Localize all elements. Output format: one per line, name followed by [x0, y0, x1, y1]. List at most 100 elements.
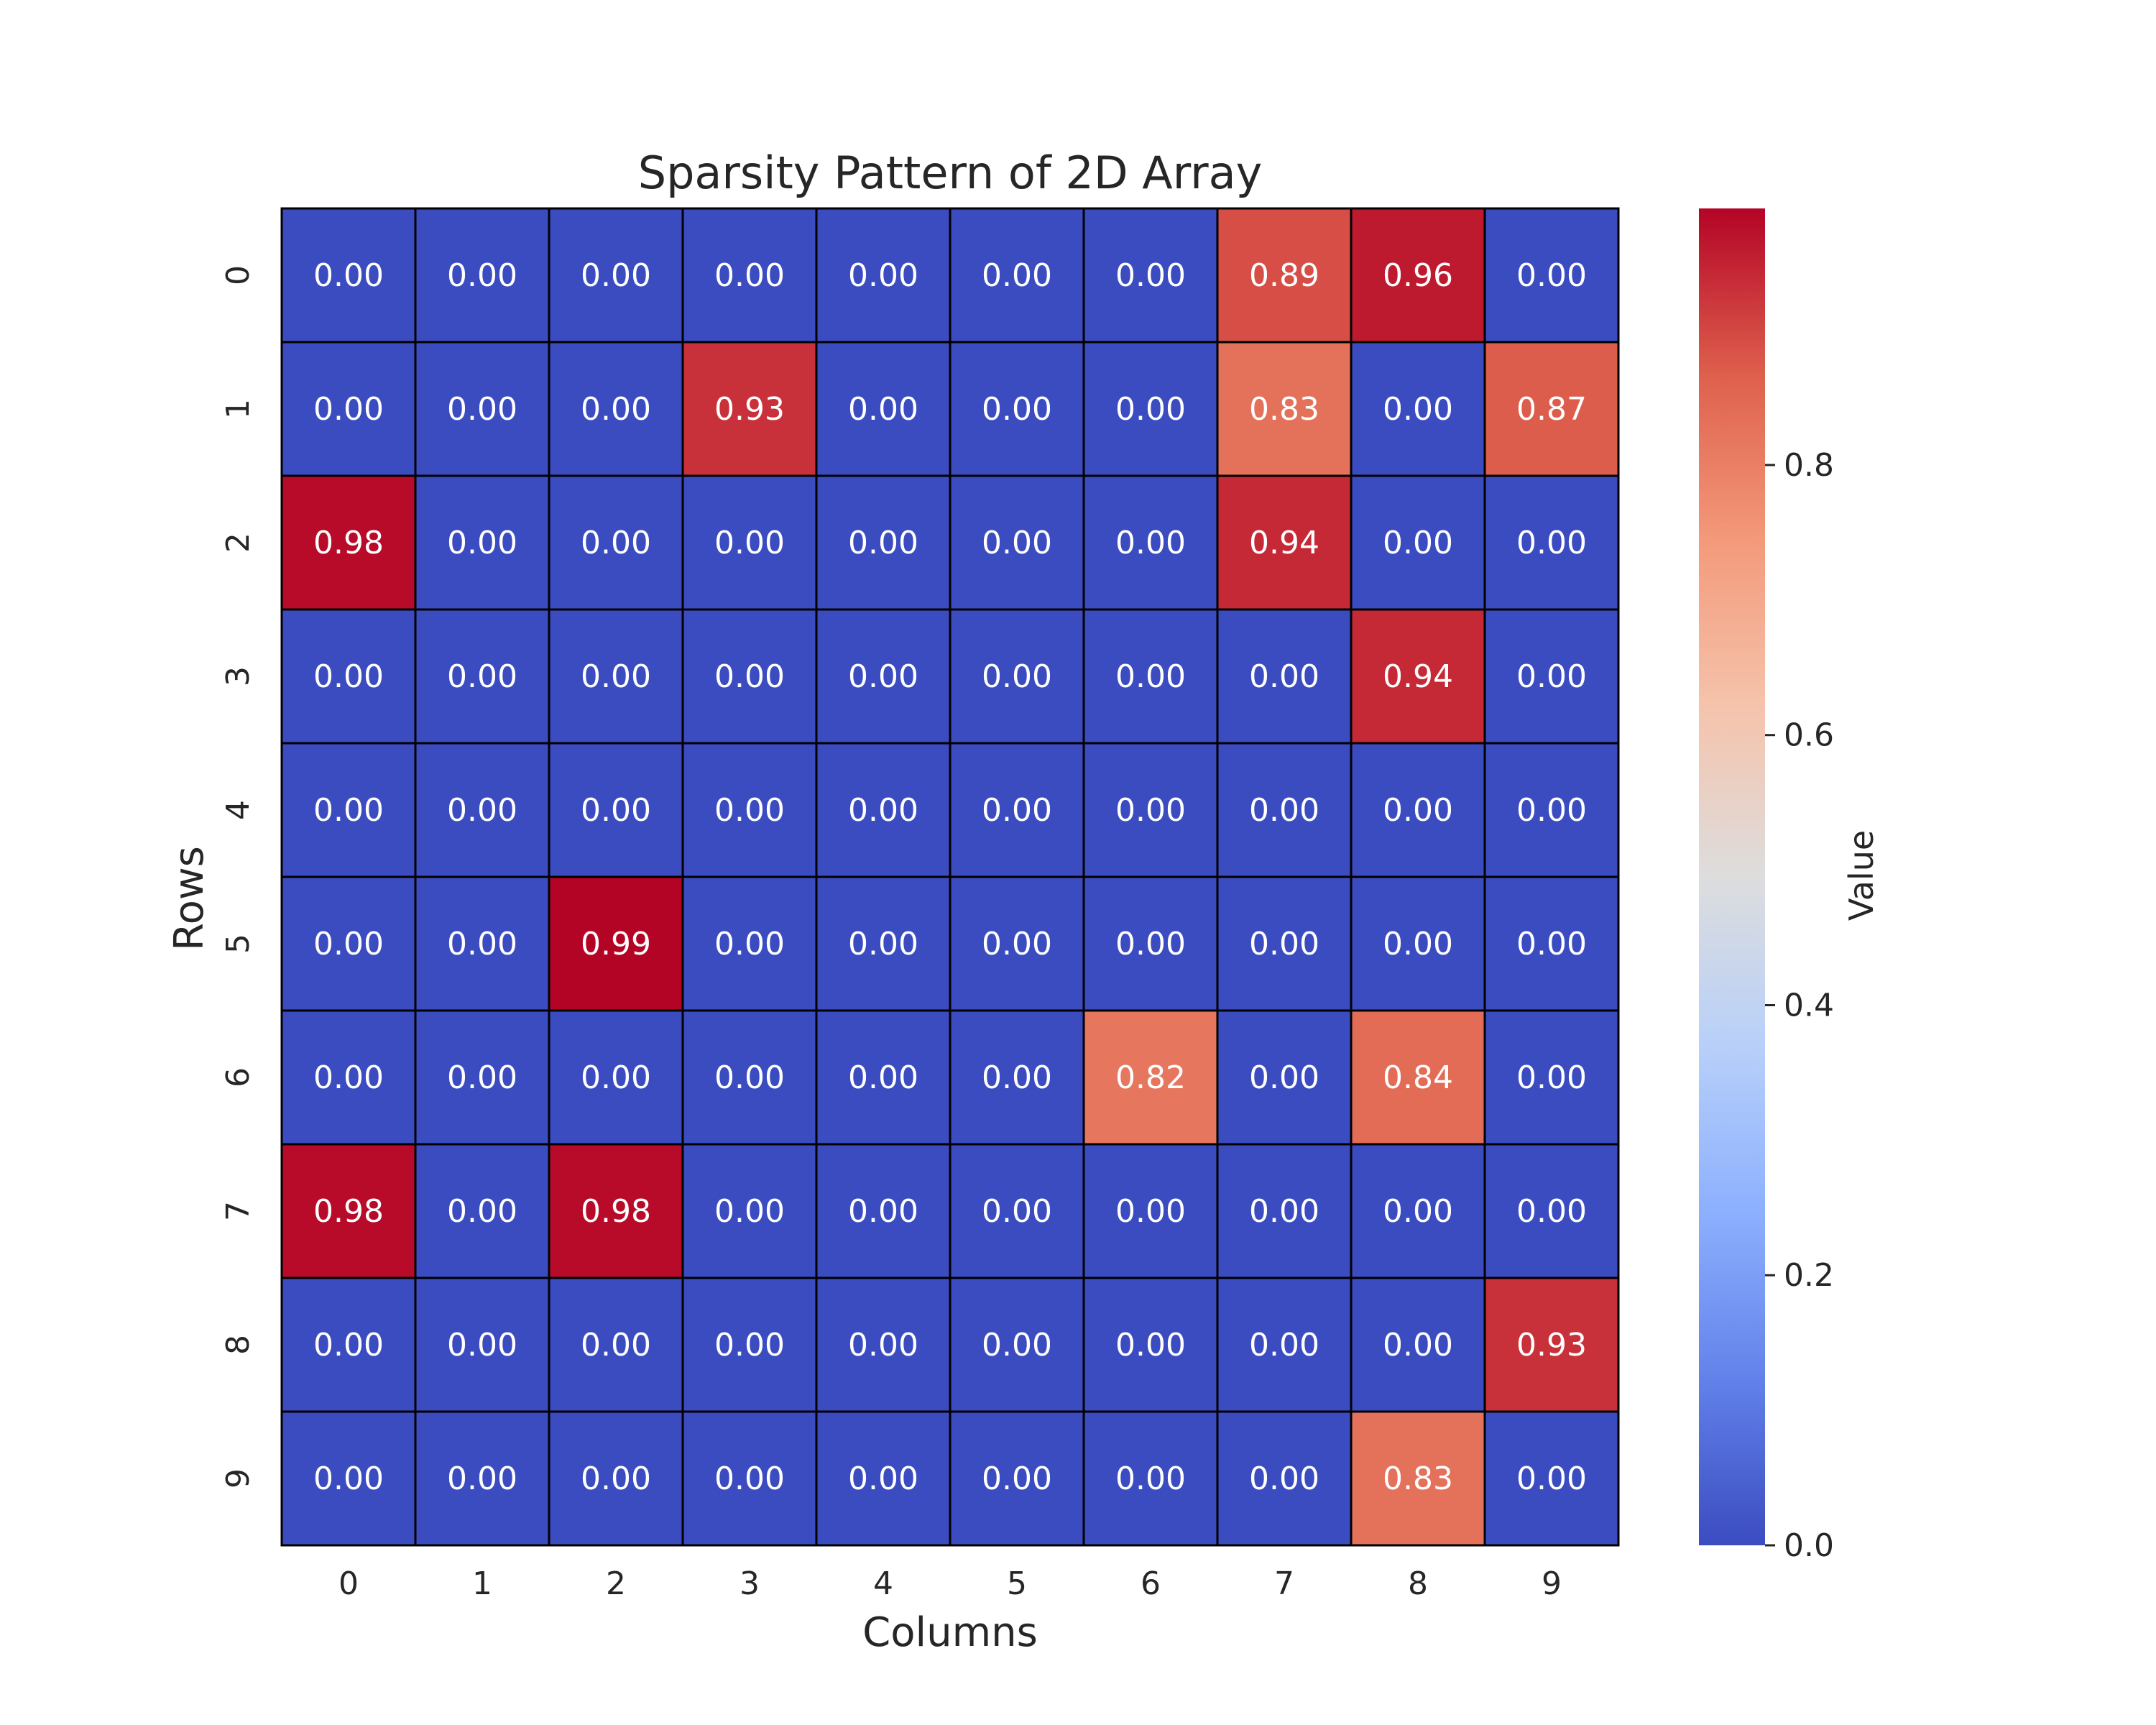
cell-value-label: 0.98 — [581, 1193, 651, 1230]
heatmap-cell-r2-c6 — [1082, 474, 1219, 611]
y-tick-label: 5 — [220, 934, 257, 954]
cell-value-label: 0.00 — [581, 1059, 651, 1096]
heatmap-cell-r8-c0 — [280, 1276, 417, 1413]
x-tick-label: 2 — [606, 1565, 626, 1602]
heatmap-cell-r3-c6 — [1082, 608, 1219, 745]
cell-value-label: 0.00 — [581, 1327, 651, 1363]
heatmap-cell-r6-c0 — [280, 1009, 417, 1146]
cell-value-label: 0.00 — [447, 792, 517, 829]
x-axis-ticks: 0 1 2 3 4 5 6 7 8 9 — [338, 1565, 1562, 1602]
cell-value-label: 0.00 — [1516, 257, 1587, 294]
heatmap-cell-r4-c2 — [548, 742, 684, 878]
heatmap-cell-r2-c9 — [1483, 474, 1620, 611]
colorbar-tick-label: 0.8 — [1784, 447, 1834, 484]
cell-value-label: 0.00 — [982, 658, 1052, 695]
heatmap-cell-r8-c4 — [815, 1276, 952, 1413]
colorbar-tick-label: 0.4 — [1784, 987, 1834, 1024]
cell-value-label: 0.00 — [1383, 525, 1453, 561]
y-tick-label: 7 — [220, 1201, 257, 1221]
cell-value-label: 0.00 — [1115, 926, 1186, 962]
x-tick-label: 7 — [1274, 1565, 1294, 1602]
heatmap-cell-r6-c9 — [1483, 1009, 1620, 1146]
cell-value-label: 0.00 — [581, 525, 651, 561]
heatmap-cell-r9-c5 — [949, 1410, 1085, 1547]
heatmap-cell-r1-c5 — [949, 341, 1085, 477]
heatmap-cell-r0-c7 — [1216, 207, 1353, 344]
cell-value-label: 0.00 — [313, 257, 384, 294]
cell-value-label: 0.00 — [1249, 1327, 1319, 1363]
chart-title: Sparsity Pattern of 2D Array — [638, 147, 1263, 199]
heatmap-cell-r9-c0 — [280, 1410, 417, 1547]
heatmap-cell-r5-c0 — [280, 875, 417, 1012]
cell-value-label: 0.00 — [848, 1059, 918, 1096]
y-tick-label: 6 — [220, 1067, 257, 1087]
cell-value-label: 0.00 — [848, 1327, 918, 1363]
cell-value-label: 0.00 — [1249, 1059, 1319, 1096]
colorbar: 0.0 0.2 0.4 0.6 0.8 Value — [1699, 208, 1881, 1564]
cell-value-label: 0.00 — [1516, 658, 1587, 695]
cell-value-label: 0.00 — [313, 792, 384, 829]
heatmap-cell-r9-c7 — [1216, 1410, 1353, 1547]
cell-value-label: 0.00 — [313, 1059, 384, 1096]
heatmap-cell-r1-c7 — [1216, 341, 1353, 477]
x-tick-label: 9 — [1542, 1565, 1562, 1602]
cell-value-label: 0.00 — [714, 1327, 785, 1363]
y-tick-label: 4 — [220, 800, 257, 820]
cell-value-label: 0.00 — [1115, 1460, 1186, 1497]
cell-value-label: 0.00 — [714, 1059, 785, 1096]
heatmap-cell-r7-c5 — [949, 1143, 1085, 1279]
cell-value-label: 0.00 — [714, 926, 785, 962]
heatmap-cell-r7-c1 — [414, 1143, 550, 1279]
cell-value-label: 0.00 — [1516, 926, 1587, 962]
heatmap-cell-r6-c6 — [1082, 1009, 1219, 1146]
cell-value-label: 0.98 — [313, 1193, 384, 1230]
cell-value-label: 0.00 — [447, 1327, 517, 1363]
heatmap-cell-r9-c3 — [681, 1410, 818, 1547]
cell-value-label: 0.00 — [848, 1460, 918, 1497]
cell-value-label: 0.00 — [848, 792, 918, 829]
cell-value-label: 0.00 — [313, 391, 384, 428]
heatmap-cell-r9-c6 — [1082, 1410, 1219, 1547]
heatmap-cell-r8-c1 — [414, 1276, 550, 1413]
cell-value-label: 0.00 — [1516, 1059, 1587, 1096]
cell-value-label: 0.00 — [1249, 1193, 1319, 1230]
heatmap-cell-r4-c5 — [949, 742, 1085, 878]
y-axis-label: Rows — [166, 846, 213, 951]
cell-value-label: 0.83 — [1249, 391, 1319, 428]
y-axis-ticks: 0 1 2 3 4 5 6 7 8 9 — [220, 265, 257, 1489]
x-tick-label: 1 — [472, 1565, 492, 1602]
heatmap-cell-r8-c6 — [1082, 1276, 1219, 1413]
heatmap-cell-r2-c4 — [815, 474, 952, 611]
heatmap-cell-r5-c2 — [548, 875, 684, 1012]
cell-value-label: 0.00 — [982, 1460, 1052, 1497]
colorbar-gradient — [1699, 208, 1765, 1545]
cell-value-label: 0.93 — [1516, 1327, 1587, 1363]
heatmap-cell-r5-c4 — [815, 875, 952, 1012]
x-tick-label: 5 — [1007, 1565, 1027, 1602]
y-tick-label: 8 — [220, 1335, 257, 1355]
cell-value-label: 0.00 — [714, 1193, 785, 1230]
heatmap-cell-r4-c9 — [1483, 742, 1620, 878]
heatmap-cell-r3-c9 — [1483, 608, 1620, 745]
cell-value-label: 0.00 — [982, 1327, 1052, 1363]
cell-value-label: 0.00 — [313, 1460, 384, 1497]
cell-value-label: 0.00 — [447, 1059, 517, 1096]
cell-value-label: 0.00 — [982, 926, 1052, 962]
cell-value-label: 0.00 — [982, 1193, 1052, 1230]
heatmap-cell-r8-c2 — [548, 1276, 684, 1413]
heatmap-cell-r4-c7 — [1216, 742, 1353, 878]
x-tick-label: 8 — [1408, 1565, 1428, 1602]
heatmap-cell-r5-c5 — [949, 875, 1085, 1012]
heatmap-cell-r0-c9 — [1483, 207, 1620, 344]
cell-value-label: 0.00 — [1516, 1193, 1587, 1230]
cell-value-label: 0.00 — [1516, 525, 1587, 561]
heatmap-cell-r3-c5 — [949, 608, 1085, 745]
cell-value-label: 0.00 — [848, 658, 918, 695]
colorbar-label: Value — [1842, 830, 1881, 921]
cell-value-label: 0.00 — [1249, 658, 1319, 695]
heatmap-cell-r5-c8 — [1350, 875, 1486, 1012]
y-tick-label: 9 — [220, 1468, 257, 1489]
colorbar-ticks: 0.0 0.2 0.4 0.6 0.8 — [1765, 447, 1834, 1564]
cell-value-label: 0.00 — [1115, 1193, 1186, 1230]
cell-value-label: 0.00 — [1249, 1460, 1319, 1497]
